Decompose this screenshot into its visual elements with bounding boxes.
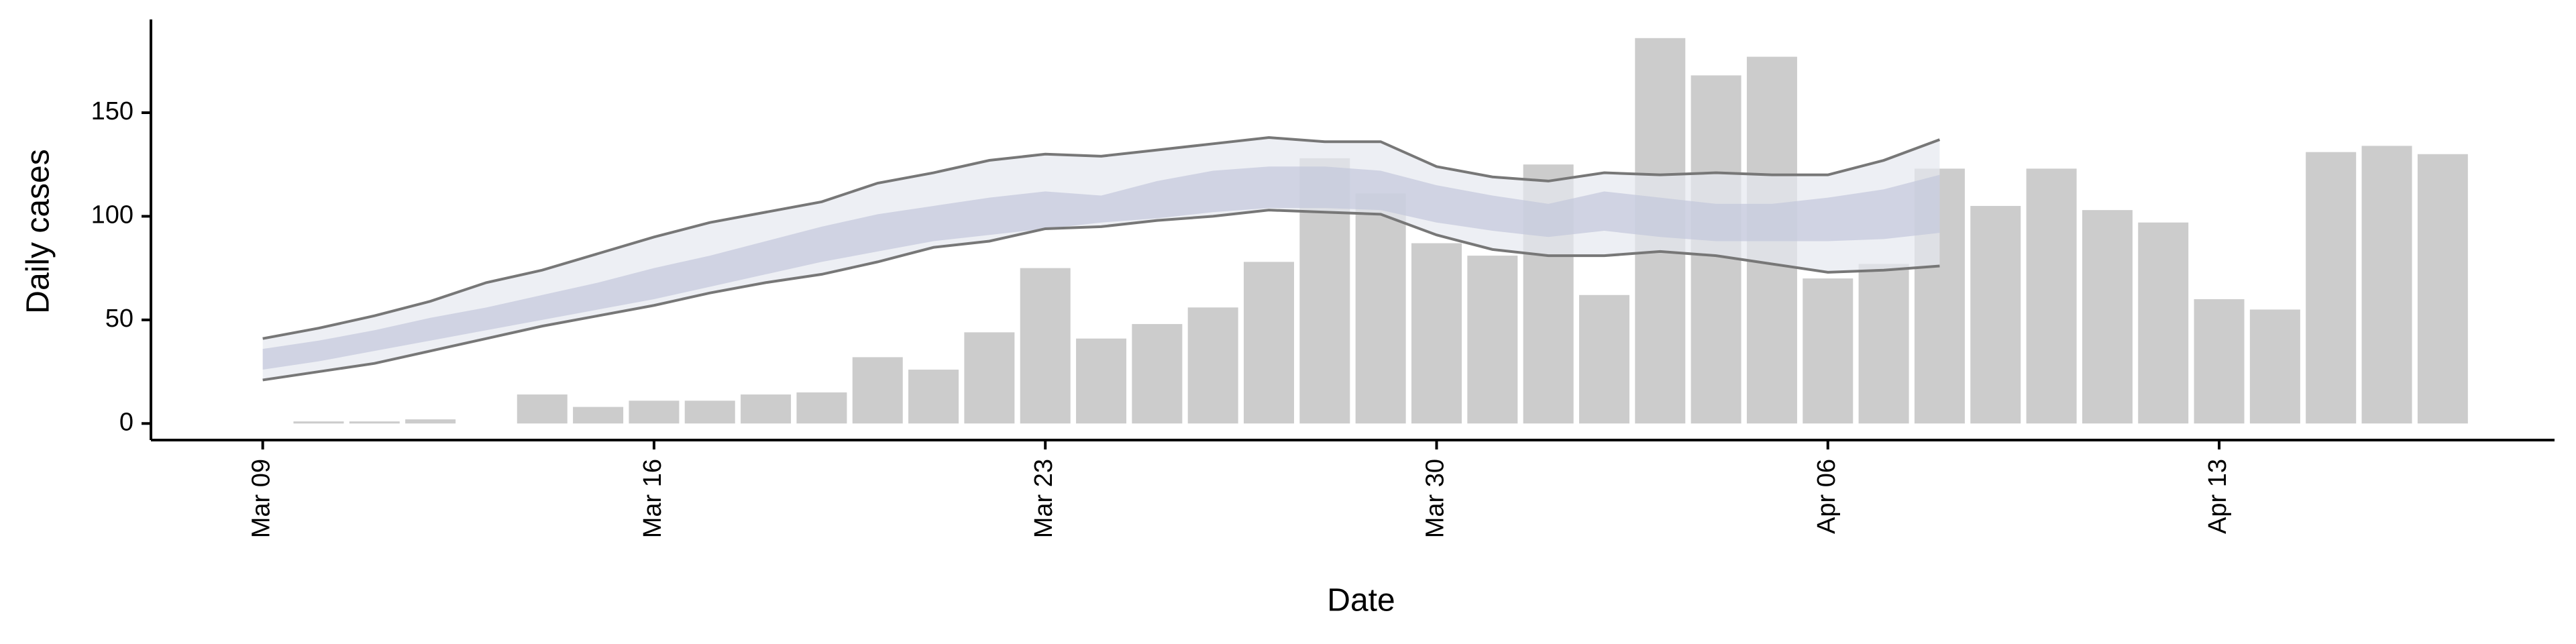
bar — [629, 400, 680, 424]
bar — [2417, 154, 2468, 424]
bar — [1355, 193, 1406, 424]
bar — [2026, 168, 2077, 424]
bar — [1020, 268, 1071, 424]
bar — [684, 400, 735, 424]
x-tick-label: Mar 09 — [248, 459, 276, 538]
bar — [1970, 205, 2021, 424]
x-axis-title: Date — [1327, 583, 1395, 619]
bar — [517, 394, 568, 424]
bar — [2082, 210, 2133, 424]
y-axis-title: Daily cases — [21, 149, 56, 313]
bar — [1411, 243, 1462, 424]
x-tick-label: Apr 06 — [1813, 459, 1841, 534]
y-tick-label: 50 — [105, 305, 133, 333]
bar — [2249, 309, 2300, 424]
bar — [1803, 278, 1854, 424]
bar — [852, 357, 903, 424]
bar — [349, 421, 400, 424]
y-tick-label: 100 — [91, 201, 133, 229]
x-tick-label: Mar 16 — [639, 459, 667, 538]
bar — [573, 407, 624, 424]
bar — [1578, 294, 1629, 424]
inner-band — [262, 166, 1940, 370]
bar — [1467, 256, 1518, 424]
bar — [2361, 146, 2412, 424]
bar — [908, 369, 959, 424]
bar — [796, 392, 847, 424]
bar — [964, 332, 1015, 424]
bar — [2194, 299, 2245, 424]
band-edge-line — [262, 209, 1940, 382]
x-tick-label: Apr 13 — [2204, 459, 2232, 534]
bar — [405, 419, 456, 424]
bar — [1187, 307, 1238, 424]
bar — [2138, 222, 2189, 424]
bar — [1076, 338, 1127, 424]
bar — [293, 421, 344, 424]
bar — [2306, 152, 2357, 424]
bar — [741, 394, 792, 424]
band-edge-line — [262, 136, 1941, 340]
bar — [1244, 262, 1295, 424]
bar — [1858, 264, 1909, 424]
y-tick-label: 150 — [91, 97, 133, 125]
bar — [1132, 324, 1183, 424]
x-tick-label: Mar 30 — [1421, 459, 1450, 538]
x-tick-label: Mar 23 — [1030, 459, 1058, 538]
y-tick-label: 0 — [119, 408, 133, 436]
outer-band — [262, 138, 1940, 380]
